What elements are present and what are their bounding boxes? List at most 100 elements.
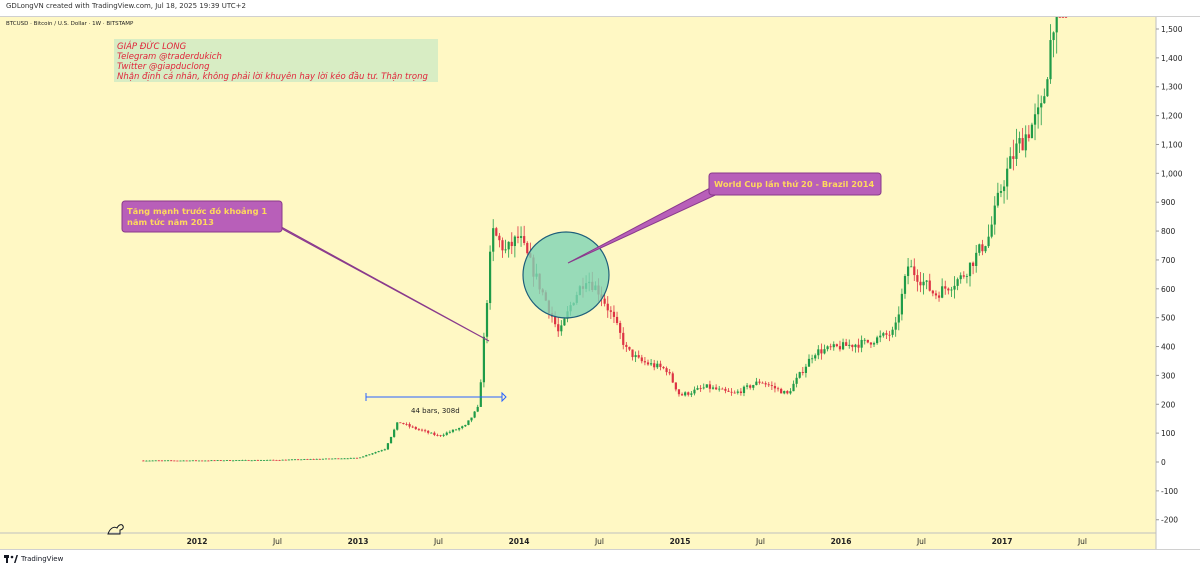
- candle-body: [603, 298, 606, 304]
- callout-left[interactable]: Tăng mạnh trước đó khoảng 1 năm tức năm …: [121, 200, 490, 342]
- candle-body: [408, 424, 411, 427]
- candle-body: [358, 457, 362, 459]
- candle-body: [284, 459, 287, 461]
- candle-body: [312, 459, 315, 460]
- candle-body: [677, 389, 681, 395]
- time-axis[interactable]: 2012 Jul 2013 Jul 2014 Jul 2015 Jul 2016 Jul 2017 J…: [187, 537, 1087, 546]
- candle-body: [845, 342, 848, 346]
- candle-body: [275, 459, 278, 461]
- candle-body: [554, 316, 557, 325]
- candle-body: [705, 384, 708, 388]
- y-tick-label: 1,200: [1161, 112, 1183, 121]
- candle-body: [1024, 134, 1027, 151]
- candle-body: [244, 460, 247, 461]
- price-axis[interactable]: 1,500 1,400 1,300 1,200 1,100 1,000 900 800 700 6…: [1156, 25, 1183, 525]
- candle-body: [739, 391, 742, 394]
- candle-body: [999, 191, 1003, 193]
- author-note: GIÁP ĐỨC LONG Telegram @traderdukich Twi…: [114, 39, 438, 82]
- candle-body: [173, 460, 176, 462]
- candle-body: [944, 286, 947, 289]
- y-tick-label: 900: [1161, 198, 1176, 207]
- candle-body: [464, 424, 467, 427]
- candle-body: [362, 456, 365, 458]
- candle-body: [798, 372, 801, 378]
- candle-body: [495, 228, 498, 236]
- price-chart[interactable]: BTCUSD · Bitcoin / U.S. Dollar · 1W · BI…: [0, 17, 1200, 549]
- candle-body: [640, 357, 643, 362]
- header-bar: GDLongVN created with TradingView.com, J…: [0, 0, 1200, 16]
- candle-body: [956, 279, 959, 286]
- candle-body: [262, 460, 266, 461]
- candle-body: [1009, 156, 1012, 169]
- callout-left-line-2: năm tức năm 2013: [127, 217, 214, 227]
- callout-right[interactable]: World Cup lần thứ 20 - Brazil 2014: [567, 172, 882, 264]
- candle-body: [1058, 17, 1061, 18]
- x-tick-label: Jul: [916, 537, 926, 546]
- candle-body: [281, 459, 284, 461]
- candle-body: [526, 242, 529, 254]
- candle-body: [699, 388, 702, 389]
- candle-body: [928, 280, 931, 291]
- y-tick-label: 300: [1161, 371, 1176, 380]
- candle-body: [718, 388, 721, 390]
- candle-body: [439, 435, 442, 437]
- candle-body: [365, 455, 368, 457]
- candle-body: [767, 384, 770, 386]
- chart-frame[interactable]: BTCUSD · Bitcoin / U.S. Dollar · 1W · BI…: [0, 16, 1200, 549]
- candle-body: [194, 460, 198, 462]
- y-tick-label: 1,500: [1161, 25, 1183, 34]
- callout-left-box: [121, 200, 283, 233]
- candle-body: [891, 329, 894, 335]
- candle-body: [925, 280, 928, 282]
- candle-body: [201, 460, 204, 462]
- candle-body: [866, 339, 869, 343]
- candle-body: [1012, 156, 1015, 159]
- candle-body: [996, 192, 999, 206]
- callout-left-line-1: Tăng mạnh trước đó khoảng 1: [127, 206, 267, 216]
- candle-body: [430, 432, 433, 434]
- candle-body: [776, 388, 780, 390]
- y-tick-label: 0: [1161, 458, 1166, 467]
- author-note-line-2: Telegram @traderdukich: [117, 52, 222, 62]
- candle-body: [993, 205, 996, 225]
- measure-tool[interactable]: 44 bars, 308d: [365, 391, 507, 415]
- candle-body: [1040, 103, 1043, 108]
- candle-body: [931, 290, 934, 294]
- candle-body: [879, 335, 882, 338]
- tradingview-logo[interactable]: TradingView: [4, 553, 63, 564]
- candle-body: [163, 460, 167, 462]
- candle-body: [321, 458, 325, 460]
- candle-body: [838, 346, 842, 350]
- candle-body: [619, 323, 622, 333]
- candle-body: [693, 389, 696, 394]
- candle-body: [259, 460, 263, 461]
- candle-body: [374, 452, 377, 454]
- x-tick-label: Jul: [594, 537, 604, 546]
- world-cup-highlight[interactable]: [522, 231, 610, 319]
- y-tick-label: 500: [1161, 314, 1176, 323]
- candle-body: [222, 460, 225, 462]
- candle-body: [959, 275, 962, 280]
- y-tick-label: 1,300: [1161, 83, 1183, 92]
- candle-body: [151, 460, 154, 462]
- measure-label: 44 bars, 308d: [411, 407, 460, 415]
- candle-body: [368, 454, 371, 456]
- candle-body: [628, 346, 631, 350]
- tradingview-logo-icon: [4, 554, 18, 563]
- candle-body: [349, 457, 352, 459]
- candle-body: [297, 459, 300, 461]
- candle-body: [609, 310, 612, 312]
- candle-body: [197, 460, 201, 462]
- candle-body: [1021, 138, 1024, 151]
- candle-body: [934, 293, 938, 296]
- candle-body: [513, 236, 516, 247]
- candle-body: [309, 459, 312, 460]
- candle-body: [814, 355, 817, 359]
- candle-body: [937, 295, 941, 298]
- candle-body: [204, 460, 207, 462]
- candle-body: [656, 363, 659, 368]
- candle-body: [981, 244, 984, 252]
- candle-body: [662, 366, 665, 369]
- candle-body: [910, 266, 913, 268]
- x-tick-label: 2015: [670, 537, 691, 546]
